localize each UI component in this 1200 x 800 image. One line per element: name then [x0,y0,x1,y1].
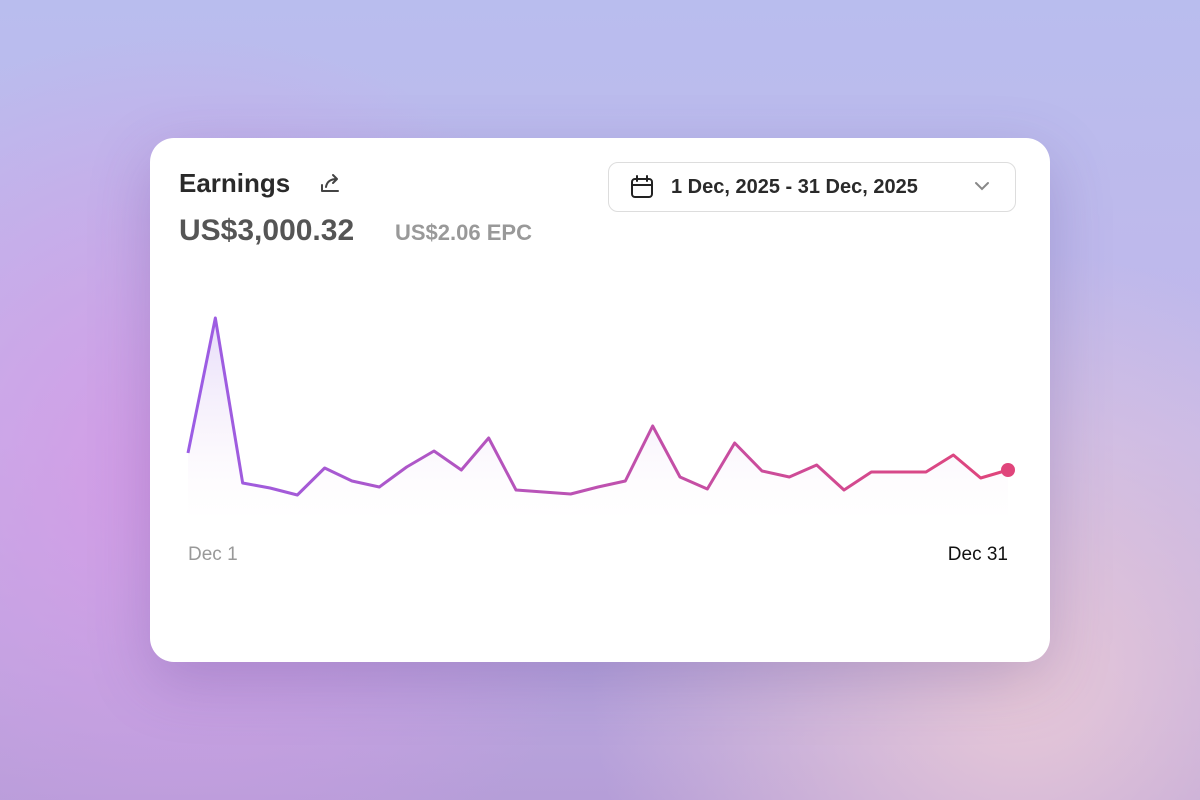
earnings-card: Earnings US$3,000.32 US$2.06 EPC 1 Dec, … [150,138,1050,662]
last-point [1001,463,1015,477]
area-fill [188,318,1008,520]
date-range: 1 Dec, 2025 - 31 Dec, 2025 [671,176,918,198]
calendar-icon [631,175,653,198]
share-icon[interactable] [318,171,344,197]
date-picker[interactable]: 1 Dec, 2025 - 31 Dec, 2025 [608,162,1016,212]
x-tick-label: Dec 31 [948,544,1008,565]
card-title: Earnings [179,168,291,198]
earnings-line [186,316,1009,497]
total-earnings: US$3,000.32 [179,214,355,247]
x-tick-label: Dec 1 [188,544,238,565]
chevron-down [975,182,989,191]
earnings-chart: Dec 1 Dec 31 [186,316,1015,565]
epc: US$2.06 EPC [395,220,532,245]
